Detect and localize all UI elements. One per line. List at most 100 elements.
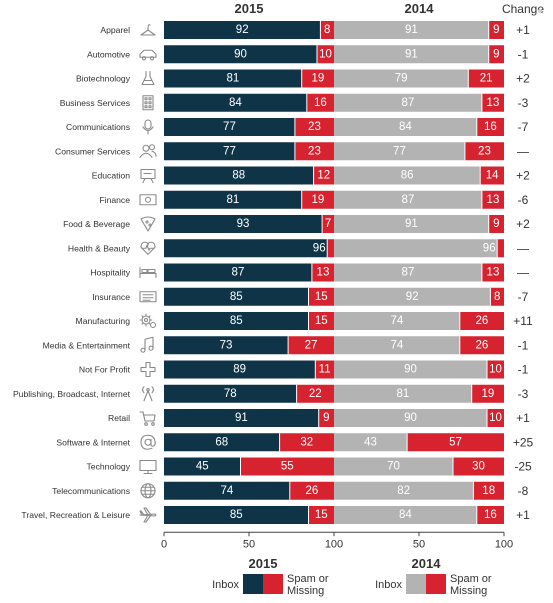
bar-label-2014-inbox-15: 81 bbox=[396, 388, 409, 400]
bar-2015-inbox-4 bbox=[164, 118, 295, 136]
bar-label-2014-inbox-12: 74 bbox=[391, 315, 404, 327]
bar-2015-inbox-2 bbox=[164, 69, 302, 88]
bar-2015-inbox-13 bbox=[164, 336, 289, 355]
bar-label-2014-spam-17: 57 bbox=[449, 436, 462, 448]
bar-label-2015-inbox-4: 77 bbox=[223, 121, 236, 133]
bar-2015-spam-15 bbox=[296, 384, 334, 403]
bar-label-2014-inbox-19: 82 bbox=[397, 485, 410, 497]
bar-label-2015-spam-2: 19 bbox=[311, 73, 324, 85]
bar-2014-inbox-17 bbox=[334, 433, 408, 452]
bar-label-2014-inbox-3: 87 bbox=[402, 97, 415, 109]
change-value-5: — bbox=[517, 144, 529, 158]
legend-swatch-spam-1 bbox=[426, 574, 446, 594]
bar-label-2014-spam-16: 10 bbox=[489, 412, 502, 424]
legend-swatch-spam-0 bbox=[263, 574, 283, 594]
bar-label-2015-inbox-10: 87 bbox=[232, 267, 245, 279]
category-label-20: Travel, Recreation & Leisure bbox=[21, 510, 130, 520]
gears-icon bbox=[139, 313, 157, 329]
bar-label-2015-spam-13: 27 bbox=[305, 339, 318, 351]
bar-label-2015-spam-7: 19 bbox=[311, 194, 324, 206]
bar-label-2015-spam-4: 23 bbox=[308, 121, 321, 133]
bar-2015-inbox-8 bbox=[164, 215, 323, 233]
bar-label-2015-spam-11: 15 bbox=[315, 291, 328, 303]
bar-2015-inbox-10 bbox=[164, 263, 312, 282]
bar-label-2015-inbox-15: 78 bbox=[224, 388, 237, 400]
bar-label-2014-inbox-18: 70 bbox=[387, 461, 400, 473]
bar-label-2014-spam-4: 16 bbox=[484, 121, 497, 133]
bar-label-2015-spam-3: 16 bbox=[314, 97, 327, 109]
car-icon bbox=[139, 49, 157, 61]
change-value-9: — bbox=[517, 241, 529, 255]
bar-2014-spam-1 bbox=[488, 45, 504, 64]
bar-label-2014-inbox-11: 92 bbox=[406, 291, 419, 303]
bar-2015-spam-20 bbox=[308, 506, 334, 524]
bar-2014-inbox-18 bbox=[334, 457, 453, 476]
bar-label-2014-inbox-2: 79 bbox=[395, 73, 408, 85]
cart-icon bbox=[139, 411, 156, 426]
legend-title-2014: 2014 bbox=[412, 556, 442, 571]
bar-label-2015-inbox-16: 91 bbox=[235, 412, 248, 424]
bar-label-2014-inbox-0: 91 bbox=[405, 24, 418, 36]
bar-2015-inbox-0 bbox=[164, 21, 321, 39]
bar-label-2015-spam-12: 15 bbox=[315, 315, 328, 327]
bar-2015-spam-18 bbox=[240, 457, 334, 476]
classroom-icon bbox=[140, 168, 156, 184]
bar-2014-inbox-5 bbox=[334, 142, 465, 161]
category-label-7: Finance bbox=[99, 195, 130, 205]
flask-icon bbox=[141, 70, 155, 86]
bar-label-2014-inbox-7: 87 bbox=[402, 194, 415, 206]
change-value-2: +2 bbox=[516, 72, 530, 86]
bar-2014-inbox-20 bbox=[334, 506, 477, 524]
bar-2015-spam-2 bbox=[301, 69, 334, 88]
bar-label-2015-inbox-11: 85 bbox=[230, 291, 243, 303]
document-icon bbox=[139, 291, 157, 303]
bar-label-2015-inbox-19: 74 bbox=[221, 485, 234, 497]
category-label-5: Consumer Services bbox=[55, 146, 130, 156]
category-label-17: Software & Internet bbox=[56, 437, 130, 447]
bar-2014-inbox-15 bbox=[334, 384, 472, 403]
tick-label-0: 0 bbox=[161, 538, 167, 550]
bar-2014-spam-8 bbox=[488, 215, 504, 233]
category-label-18: Technology bbox=[87, 462, 131, 472]
category-label-15: Publishing, Broadcast, Internet bbox=[13, 389, 131, 399]
change-value-10: — bbox=[517, 266, 529, 280]
panel-title-2015: 2015 bbox=[235, 1, 264, 16]
bar-2014-spam-7 bbox=[481, 190, 504, 209]
microphone-icon bbox=[142, 119, 154, 135]
bar-label-2015-inbox-13: 73 bbox=[220, 339, 233, 351]
bar-2015-inbox-7 bbox=[164, 190, 302, 209]
at-sign-icon bbox=[140, 434, 156, 450]
bar-2015-inbox-15 bbox=[164, 384, 297, 403]
change-value-11: -7 bbox=[518, 290, 529, 304]
bar-2014-spam-5 bbox=[464, 142, 504, 161]
bar-label-2015-spam-5: 23 bbox=[308, 145, 321, 157]
bar-2015-spam-13 bbox=[288, 336, 334, 355]
bar-2015-spam-8 bbox=[322, 215, 334, 233]
bar-2014-inbox-10 bbox=[334, 263, 482, 282]
legend-inbox-label-0: Inbox bbox=[212, 579, 239, 591]
bar-label-2015-spam-18: 55 bbox=[281, 461, 294, 473]
bar-2015-spam-3 bbox=[306, 93, 334, 112]
bar-2015-inbox-5 bbox=[164, 142, 295, 161]
bar-2014-spam-10 bbox=[481, 263, 504, 282]
bar-label-2015-inbox-12: 85 bbox=[230, 315, 243, 327]
bar-2014-inbox-2 bbox=[334, 69, 469, 88]
hanger-icon bbox=[140, 24, 156, 36]
bar-2014-inbox-12 bbox=[334, 312, 460, 330]
bar-label-2014-spam-13: 26 bbox=[476, 339, 489, 351]
globe-icon bbox=[140, 483, 156, 499]
legend-title-2015: 2015 bbox=[249, 556, 278, 571]
bar-label-2014-spam-1: 9 bbox=[493, 48, 499, 60]
bar-2014-spam-14 bbox=[487, 360, 504, 379]
bar-2014-spam-9 bbox=[497, 239, 504, 258]
monitor-icon bbox=[139, 459, 157, 475]
bar-2015-inbox-17 bbox=[164, 433, 280, 452]
bar-label-2014-inbox-5: 77 bbox=[393, 145, 406, 157]
category-label-12: Manufacturing bbox=[76, 316, 131, 326]
bar-label-2014-spam-0: 9 bbox=[493, 24, 499, 36]
change-value-20: +1 bbox=[516, 508, 530, 522]
bar-2015-inbox-14 bbox=[164, 360, 316, 379]
legend-inbox-label-1: Inbox bbox=[375, 579, 402, 591]
category-label-8: Food & Beverage bbox=[63, 219, 130, 229]
